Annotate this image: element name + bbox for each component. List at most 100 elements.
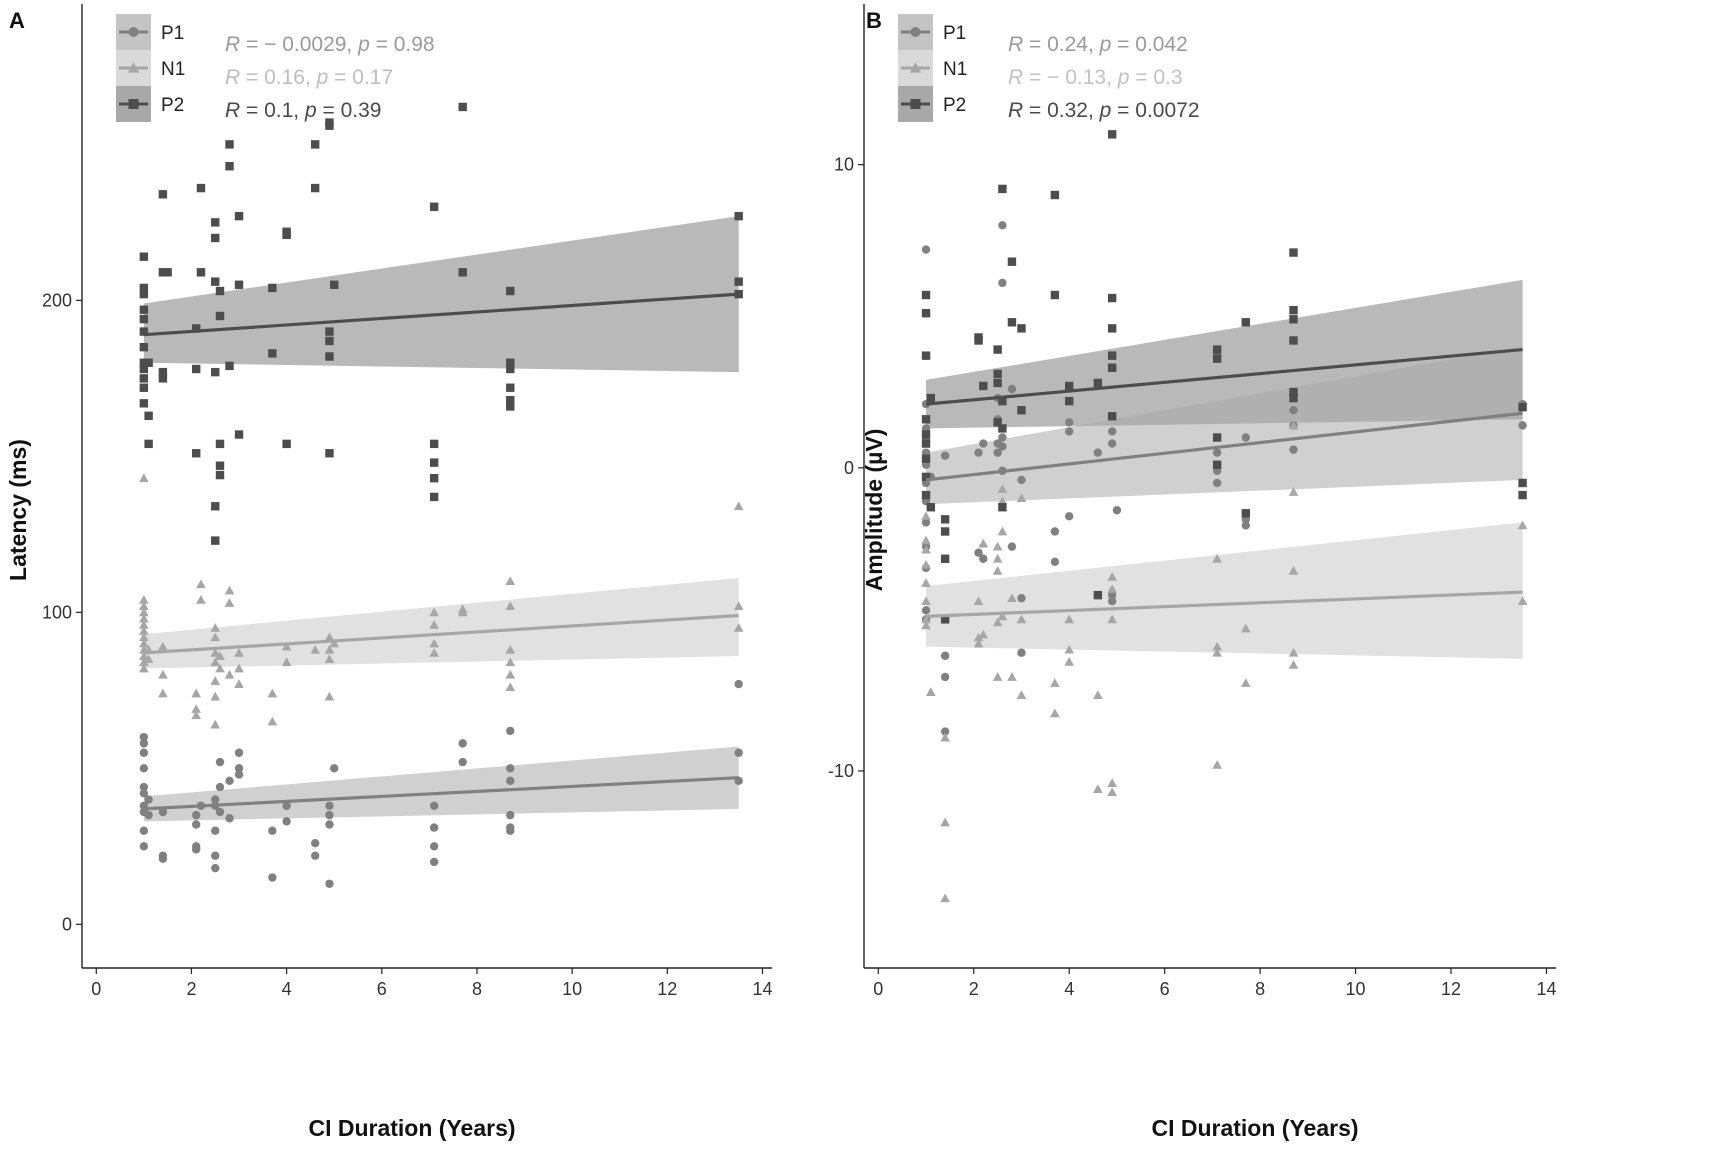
point-p1 [1107, 596, 1117, 606]
point-p1 [429, 801, 439, 810]
x-tick-label: 6 [1160, 979, 1170, 999]
point-p1 [993, 448, 1002, 457]
point-p2 [225, 162, 234, 171]
panel-b: B 0 2 4 6 8 10 12 14 -10 0 10 P1 N1 P2 R = 0.24, p = 0… [828, 4, 1556, 1141]
point-p1 [282, 801, 291, 810]
legend-marker-p1 [128, 27, 139, 37]
confidence-band-n1 [926, 522, 1523, 659]
x-tick-label: 10 [562, 979, 582, 999]
point-n1 [310, 644, 321, 654]
point-p2 [1107, 130, 1117, 139]
point-n1 [158, 641, 168, 651]
point-p1 [215, 807, 225, 817]
point-p1 [1212, 448, 1222, 457]
point-p2 [506, 286, 515, 296]
point-n1 [457, 607, 468, 617]
point-p2 [211, 367, 220, 377]
point-p2 [282, 230, 291, 240]
legend-label-n1: N1 [943, 59, 967, 80]
point-n1 [1107, 614, 1117, 624]
point-p1 [506, 726, 515, 736]
plot-area: 0 2 4 6 8 10 12 14 -10 0 10 P1 N1 P2 R = 0.24, p = 0.0… [828, 4, 1556, 999]
point-p1 [1289, 445, 1298, 454]
point-p2 [144, 411, 153, 421]
point-n1 [1016, 614, 1027, 624]
regression-line-n1 [925, 590, 1523, 618]
point-n1 [1288, 660, 1299, 669]
point-n1 [324, 632, 335, 642]
point-p2 [139, 342, 149, 352]
point-p1 [974, 448, 983, 457]
point-n1 [158, 669, 168, 679]
point-p2 [993, 378, 1002, 388]
point-p1 [234, 764, 244, 773]
point-p2 [215, 470, 225, 480]
point-p1 [1241, 433, 1250, 442]
point-p2 [1212, 460, 1222, 469]
point-p1 [506, 810, 515, 820]
point-p2 [921, 430, 931, 439]
point-p2 [1065, 381, 1074, 391]
legend-label-p1: P1 [943, 23, 966, 44]
point-p2 [1007, 257, 1017, 266]
point-p2 [734, 211, 743, 221]
point-p2 [940, 554, 950, 563]
point-n1 [921, 544, 931, 554]
point-n1 [281, 641, 292, 651]
point-n1 [925, 687, 936, 697]
point-n1 [1016, 493, 1027, 502]
panel-a: A 0 2 4 6 8 10 12 14 0 100 200 P1 N1 P2 R = − 0.0029, … [5, 4, 772, 1141]
legend-label-p2: P2 [161, 95, 184, 116]
legend: P1 N1 P2 [898, 14, 967, 122]
point-p1 [234, 748, 244, 757]
point-n1 [1288, 420, 1299, 430]
point-p2 [215, 311, 225, 321]
point-p2 [139, 252, 149, 261]
point-p2 [926, 503, 936, 512]
point-p1 [1107, 427, 1117, 436]
point-p2 [139, 289, 149, 299]
point-n1 [1093, 690, 1103, 700]
point-p2 [921, 290, 931, 300]
point-p2 [211, 502, 220, 511]
point-n1 [139, 601, 149, 610]
point-p2 [192, 324, 201, 333]
point-p1 [734, 748, 743, 757]
point-n1 [1007, 593, 1017, 603]
point-p2 [1107, 293, 1117, 303]
point-n1 [234, 679, 244, 688]
legend-marker-p2 [910, 99, 921, 109]
y-tick-label: 10 [834, 155, 854, 175]
point-p1 [1017, 648, 1026, 657]
point-p2 [1289, 336, 1298, 345]
point-n1 [505, 601, 516, 610]
point-p2 [192, 449, 201, 458]
point-n1 [1288, 487, 1299, 496]
point-p2 [1518, 478, 1527, 488]
point-p2 [234, 280, 244, 289]
point-p2 [215, 439, 225, 449]
point-p1 [940, 651, 950, 660]
point-p1 [330, 764, 339, 773]
legend-marker-n1 [909, 62, 922, 73]
point-p1 [144, 795, 153, 804]
point-p1 [506, 826, 515, 835]
legend-label-n1: N1 [161, 59, 185, 80]
point-n1 [997, 496, 1008, 506]
point-n1 [1212, 553, 1222, 563]
point-n1 [1107, 787, 1117, 797]
point-n1 [429, 638, 439, 648]
point-p1 [310, 839, 320, 848]
point-n1 [992, 541, 1003, 551]
x-tick-label: 6 [377, 979, 387, 999]
y-tick-label: 0 [844, 458, 854, 478]
point-p2 [458, 268, 467, 277]
point-p1 [192, 810, 201, 820]
point-n1 [210, 623, 221, 632]
point-p2 [225, 361, 234, 371]
point-p2 [1518, 402, 1527, 412]
confidence-band-p2 [143, 216, 739, 373]
point-p1 [211, 826, 220, 835]
point-n1 [1212, 641, 1222, 651]
